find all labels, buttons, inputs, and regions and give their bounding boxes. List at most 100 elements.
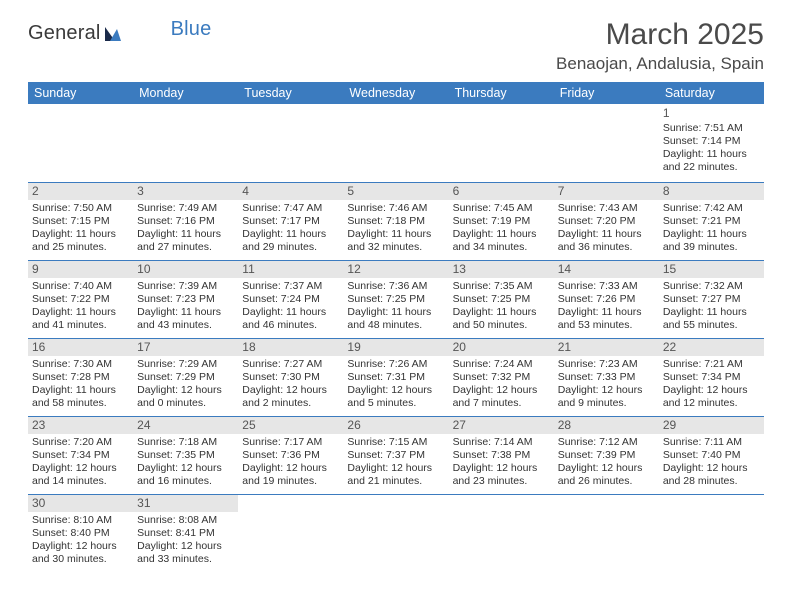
calendar-empty-cell xyxy=(343,104,448,182)
weekday-header: Sunday xyxy=(28,82,133,104)
daylight-line-1: Daylight: 11 hours xyxy=(32,306,129,319)
sunset-line: Sunset: 7:33 PM xyxy=(558,371,655,384)
weekday-header-row: SundayMondayTuesdayWednesdayThursdayFrid… xyxy=(28,82,764,104)
sunrise-line: Sunrise: 7:20 AM xyxy=(32,436,129,449)
calendar-day-cell: 8Sunrise: 7:42 AMSunset: 7:21 PMDaylight… xyxy=(659,182,764,260)
day-number: 30 xyxy=(28,495,133,512)
daylight-line-2: and 58 minutes. xyxy=(32,397,129,410)
daylight-line-2: and 19 minutes. xyxy=(242,475,339,488)
day-number: 24 xyxy=(133,417,238,434)
weekday-header: Monday xyxy=(133,82,238,104)
calendar-day-cell: 26Sunrise: 7:15 AMSunset: 7:37 PMDayligh… xyxy=(343,416,448,494)
day-number: 10 xyxy=(133,261,238,278)
daylight-line-1: Daylight: 12 hours xyxy=(242,384,339,397)
sunrise-line: Sunrise: 7:29 AM xyxy=(137,358,234,371)
calendar-day-cell: 25Sunrise: 7:17 AMSunset: 7:36 PMDayligh… xyxy=(238,416,343,494)
sunset-line: Sunset: 7:34 PM xyxy=(663,371,760,384)
logo: General Blue xyxy=(28,18,165,45)
daylight-line-1: Daylight: 11 hours xyxy=(242,306,339,319)
daylight-line-1: Daylight: 12 hours xyxy=(137,462,234,475)
sunrise-line: Sunrise: 7:42 AM xyxy=(663,202,760,215)
day-number: 8 xyxy=(659,183,764,200)
calendar-week-row: 30Sunrise: 8:10 AMSunset: 8:40 PMDayligh… xyxy=(28,494,764,572)
sunset-line: Sunset: 7:37 PM xyxy=(347,449,444,462)
calendar-empty-cell xyxy=(449,104,554,182)
calendar-day-cell: 3Sunrise: 7:49 AMSunset: 7:16 PMDaylight… xyxy=(133,182,238,260)
calendar-empty-cell xyxy=(554,104,659,182)
daylight-line-2: and 7 minutes. xyxy=(453,397,550,410)
sunset-line: Sunset: 7:19 PM xyxy=(453,215,550,228)
daylight-line-2: and 53 minutes. xyxy=(558,319,655,332)
sunrise-line: Sunrise: 7:47 AM xyxy=(242,202,339,215)
daylight-line-2: and 33 minutes. xyxy=(137,553,234,566)
sunset-line: Sunset: 7:14 PM xyxy=(663,135,760,148)
sunrise-line: Sunrise: 7:15 AM xyxy=(347,436,444,449)
header: General Blue March 2025 Benaojan, Andalu… xyxy=(28,18,764,74)
calendar-day-cell: 1Sunrise: 7:51 AMSunset: 7:14 PMDaylight… xyxy=(659,104,764,182)
sunrise-line: Sunrise: 7:43 AM xyxy=(558,202,655,215)
weekday-header: Tuesday xyxy=(238,82,343,104)
calendar-empty-cell xyxy=(133,104,238,182)
sunrise-line: Sunrise: 7:11 AM xyxy=(663,436,760,449)
sunset-line: Sunset: 7:30 PM xyxy=(242,371,339,384)
calendar-day-cell: 12Sunrise: 7:36 AMSunset: 7:25 PMDayligh… xyxy=(343,260,448,338)
sunrise-line: Sunrise: 7:23 AM xyxy=(558,358,655,371)
sunset-line: Sunset: 7:39 PM xyxy=(558,449,655,462)
sunset-line: Sunset: 8:40 PM xyxy=(32,527,129,540)
day-number: 14 xyxy=(554,261,659,278)
sunset-line: Sunset: 7:32 PM xyxy=(453,371,550,384)
sunset-line: Sunset: 7:15 PM xyxy=(32,215,129,228)
sunset-line: Sunset: 7:25 PM xyxy=(347,293,444,306)
daylight-line-1: Daylight: 11 hours xyxy=(663,148,760,161)
day-number: 6 xyxy=(449,183,554,200)
daylight-line-2: and 22 minutes. xyxy=(663,161,760,174)
daylight-line-2: and 46 minutes. xyxy=(242,319,339,332)
calendar-day-cell: 2Sunrise: 7:50 AMSunset: 7:15 PMDaylight… xyxy=(28,182,133,260)
calendar-day-cell: 16Sunrise: 7:30 AMSunset: 7:28 PMDayligh… xyxy=(28,338,133,416)
calendar-day-cell: 28Sunrise: 7:12 AMSunset: 7:39 PMDayligh… xyxy=(554,416,659,494)
day-number: 17 xyxy=(133,339,238,356)
day-number: 2 xyxy=(28,183,133,200)
daylight-line-2: and 28 minutes. xyxy=(663,475,760,488)
sunrise-line: Sunrise: 7:18 AM xyxy=(137,436,234,449)
daylight-line-1: Daylight: 12 hours xyxy=(242,462,339,475)
daylight-line-1: Daylight: 12 hours xyxy=(663,384,760,397)
calendar-day-cell: 30Sunrise: 8:10 AMSunset: 8:40 PMDayligh… xyxy=(28,494,133,572)
day-number: 7 xyxy=(554,183,659,200)
calendar-empty-cell xyxy=(238,104,343,182)
sunset-line: Sunset: 7:27 PM xyxy=(663,293,760,306)
calendar-day-cell: 6Sunrise: 7:45 AMSunset: 7:19 PMDaylight… xyxy=(449,182,554,260)
daylight-line-2: and 12 minutes. xyxy=(663,397,760,410)
sunrise-line: Sunrise: 7:50 AM xyxy=(32,202,129,215)
calendar-empty-cell xyxy=(28,104,133,182)
day-number: 1 xyxy=(663,106,760,121)
calendar-week-row: 16Sunrise: 7:30 AMSunset: 7:28 PMDayligh… xyxy=(28,338,764,416)
sunset-line: Sunset: 8:41 PM xyxy=(137,527,234,540)
sunset-line: Sunset: 7:40 PM xyxy=(663,449,760,462)
daylight-line-2: and 39 minutes. xyxy=(663,241,760,254)
daylight-line-2: and 36 minutes. xyxy=(558,241,655,254)
daylight-line-2: and 50 minutes. xyxy=(453,319,550,332)
daylight-line-1: Daylight: 12 hours xyxy=(453,384,550,397)
logo-text-blue: Blue xyxy=(171,18,212,41)
sunrise-line: Sunrise: 7:27 AM xyxy=(242,358,339,371)
weekday-header: Saturday xyxy=(659,82,764,104)
sunrise-line: Sunrise: 7:32 AM xyxy=(663,280,760,293)
weekday-header: Thursday xyxy=(449,82,554,104)
sunset-line: Sunset: 7:28 PM xyxy=(32,371,129,384)
sunrise-line: Sunrise: 7:14 AM xyxy=(453,436,550,449)
daylight-line-1: Daylight: 11 hours xyxy=(663,306,760,319)
calendar-week-row: 2Sunrise: 7:50 AMSunset: 7:15 PMDaylight… xyxy=(28,182,764,260)
calendar-day-cell: 19Sunrise: 7:26 AMSunset: 7:31 PMDayligh… xyxy=(343,338,448,416)
sunset-line: Sunset: 7:31 PM xyxy=(347,371,444,384)
calendar-day-cell: 18Sunrise: 7:27 AMSunset: 7:30 PMDayligh… xyxy=(238,338,343,416)
calendar-day-cell: 9Sunrise: 7:40 AMSunset: 7:22 PMDaylight… xyxy=(28,260,133,338)
daylight-line-1: Daylight: 11 hours xyxy=(347,306,444,319)
sunset-line: Sunset: 7:36 PM xyxy=(242,449,339,462)
day-number: 29 xyxy=(659,417,764,434)
sunrise-line: Sunrise: 7:26 AM xyxy=(347,358,444,371)
sunset-line: Sunset: 7:25 PM xyxy=(453,293,550,306)
sunrise-line: Sunrise: 7:12 AM xyxy=(558,436,655,449)
daylight-line-2: and 48 minutes. xyxy=(347,319,444,332)
daylight-line-2: and 0 minutes. xyxy=(137,397,234,410)
